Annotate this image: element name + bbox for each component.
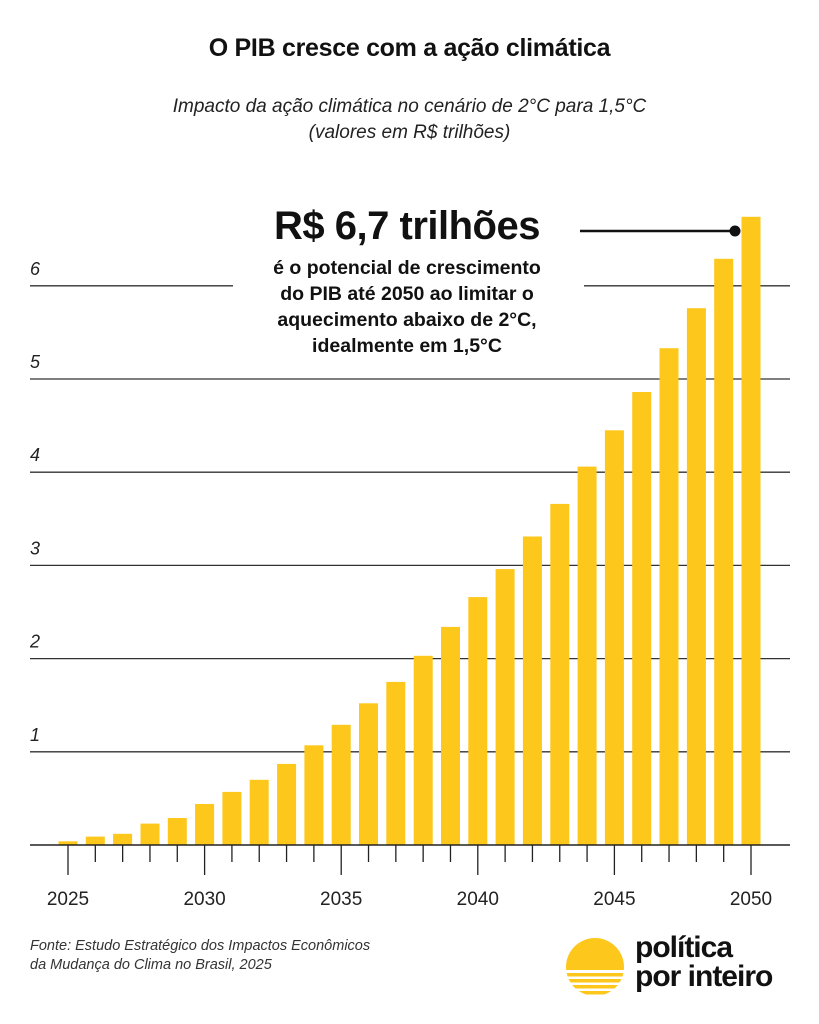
bar-2031 bbox=[222, 791, 242, 845]
source-line-1: Fonte: Estudo Estratégico dos Impactos E… bbox=[30, 938, 371, 954]
annotation-line-2: do PIB até 2050 ao limitar o bbox=[280, 283, 534, 305]
bar-2043 bbox=[550, 503, 570, 845]
annotation-headline: R$ 6,7 trilhões bbox=[274, 204, 540, 248]
chart-subtitle: Impacto da ação climática no cenário de … bbox=[0, 94, 819, 146]
y-tick-label: 3 bbox=[30, 538, 40, 558]
y-tick-label: 1 bbox=[30, 725, 40, 745]
bar-2025 bbox=[58, 841, 78, 845]
bar-2036 bbox=[359, 703, 378, 845]
x-tick-label: 2045 bbox=[593, 889, 635, 910]
annotation-line-3: aquecimento abaixo de 2°C, bbox=[277, 309, 537, 331]
x-tick-label: 2030 bbox=[183, 889, 225, 910]
bar-2046 bbox=[632, 392, 652, 845]
source-line-2: da Mudança do Clima no Brasil, 2025 bbox=[30, 957, 272, 973]
bar-2032 bbox=[249, 779, 269, 845]
x-tick-label: 2040 bbox=[457, 889, 499, 910]
logo-line-1: política bbox=[635, 931, 733, 964]
bar-2034 bbox=[304, 745, 324, 845]
bar-2029 bbox=[167, 818, 187, 845]
bars bbox=[58, 216, 761, 846]
bar-2047 bbox=[659, 348, 679, 845]
logo-wordmark: política por inteiro bbox=[635, 931, 773, 993]
subtitle-line-2: (valores em R$ trilhões) bbox=[308, 122, 511, 143]
bar-2041 bbox=[495, 569, 515, 845]
bar-2027 bbox=[113, 833, 133, 845]
bar-2049 bbox=[714, 258, 734, 845]
annotation-dot bbox=[729, 225, 741, 237]
bar-2026 bbox=[85, 836, 105, 845]
y-tick-label: 2 bbox=[29, 632, 40, 652]
y-axis-labels: 1 2 3 4 5 6 bbox=[29, 259, 41, 745]
y-tick-label: 5 bbox=[30, 352, 41, 372]
bar-2045 bbox=[604, 430, 624, 845]
annotation-pointer bbox=[580, 225, 741, 237]
bar-2038 bbox=[413, 655, 433, 845]
annotation-text: é o potencial de crescimento do PIB até … bbox=[232, 255, 582, 359]
y-tick-label: 6 bbox=[30, 259, 41, 279]
annotation-line-4: idealmente em 1,5°C bbox=[312, 335, 502, 357]
bar-2028 bbox=[140, 823, 160, 845]
subtitle-line-1: Impacto da ação climática no cenário de … bbox=[172, 96, 647, 117]
bar-2040 bbox=[468, 597, 488, 845]
source-note: Fonte: Estudo Estratégico dos Impactos E… bbox=[30, 937, 370, 975]
chart-title: O PIB cresce com a ação climática bbox=[208, 34, 611, 62]
bar-2039 bbox=[441, 626, 460, 845]
x-tick-label: 2050 bbox=[730, 889, 772, 910]
bar-2030 bbox=[195, 804, 215, 845]
bar-2037 bbox=[386, 681, 406, 845]
bar-2044 bbox=[577, 466, 597, 845]
bar-2048 bbox=[686, 308, 706, 845]
bar-2050 bbox=[741, 216, 761, 846]
annotation-line-1: é o potencial de crescimento bbox=[273, 257, 541, 279]
x-tick-label: 2035 bbox=[320, 889, 362, 910]
bar-2035 bbox=[331, 724, 351, 845]
politica-por-inteiro-logo: política por inteiro bbox=[565, 931, 805, 999]
bar-2042 bbox=[522, 536, 542, 845]
y-tick-label: 4 bbox=[30, 445, 40, 465]
sun-logo-icon bbox=[566, 938, 624, 995]
x-tick-label: 2025 bbox=[47, 889, 89, 910]
x-axis: 2025 2030 2035 2040 2045 2050 bbox=[30, 844, 790, 910]
bar-2033 bbox=[277, 763, 297, 845]
logo-line-2: por inteiro bbox=[635, 960, 773, 993]
